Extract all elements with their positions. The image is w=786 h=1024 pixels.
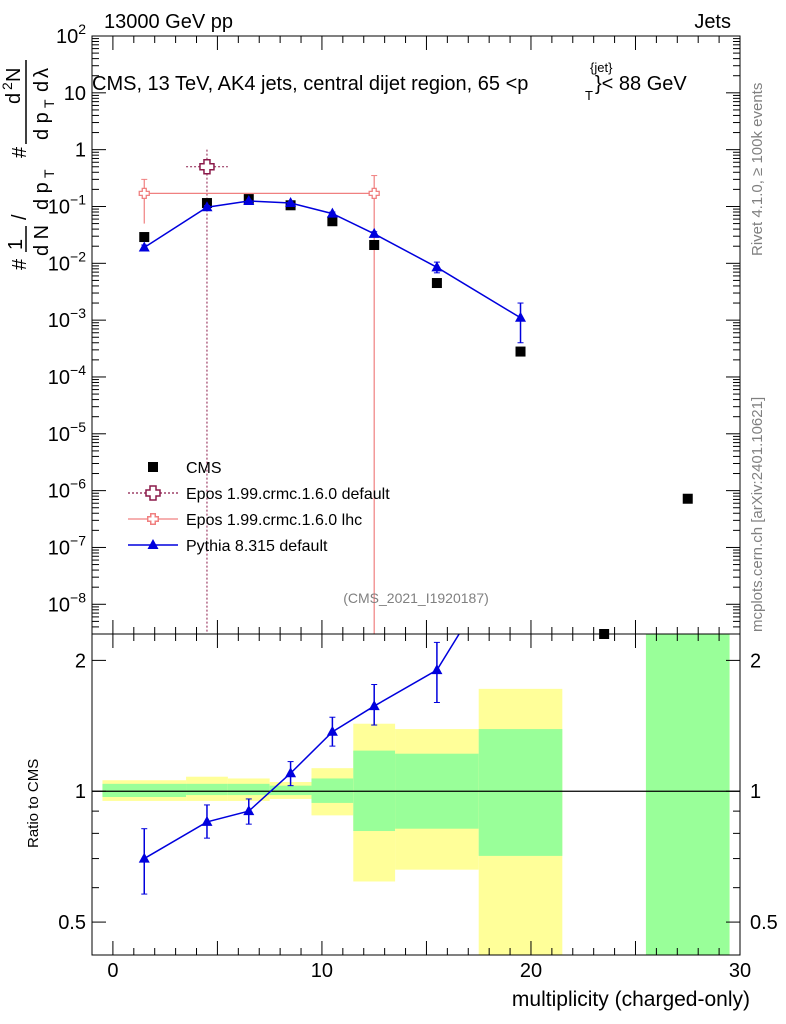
main-y-tick-label: 10−5 [48,419,86,446]
cms-point [369,240,380,251]
main-y-axis-label: # 1 d N / d p T # d p T d λ d 2 N [0,60,57,270]
pythia-point [243,194,255,205]
svg-text:CMS, 13 TeV, AK4 jets, central: CMS, 13 TeV, AK4 jets, central dijet reg… [92,73,528,95]
epos-default-point [199,159,215,175]
main-y-tick-label: 1 [75,140,86,162]
ratio-y-tick-label: 2 [75,650,86,672]
svg-text:T: T [41,99,57,108]
legend-label: Epos 1.99.crmc.1.6.0 lhc [186,512,362,529]
svg-text:d p: d p [31,182,53,210]
svg-text:#: # [9,258,31,270]
pythia-point [285,197,297,208]
main-y-tick-label: 10−2 [48,248,86,275]
ratio-y-tick-label: 1 [75,781,86,803]
legend-marker [147,539,159,549]
legend-marker [147,513,159,525]
legend-label: CMS [186,460,222,477]
ratio-pythia-point [368,700,380,711]
svg-text:1: 1 [5,239,27,250]
ratio-band-green [269,785,312,796]
ratio-pythia-point [431,664,443,675]
pythia-line [143,200,521,319]
ratio-y-tick-label: 0.5 [58,912,86,934]
ratio-content [92,528,740,955]
ratio-y-tick-label-right: 1 [750,781,761,803]
legend-label: Pythia 8.315 default [186,538,328,555]
epos-lhc-point [368,187,380,200]
pythia-point [368,227,380,238]
cms-point [431,278,442,289]
rivet-version: Rivet 4.1.0, ≥ 100k events [749,83,766,256]
ratio-y-axis-label: Ratio to CMS [25,759,42,848]
pythia-point [201,201,213,212]
svg-text:/: / [9,214,31,220]
ratio-pythia-point [326,725,338,736]
legend: CMS Epos 1.99.crmc.1.6.0 default Epos 1.99… [128,460,390,555]
analysis-id: (CMS_2021_I1920187) [343,590,489,606]
legend-entry: Epos 1.99.crmc.1.6.0 default [128,485,390,503]
epos-lhc-point [138,187,150,200]
svg-text:N: N [3,68,25,82]
svg-text:#: # [9,146,31,158]
main-y-tick-label: 10 [64,83,86,105]
x-tick-label: 20 [520,960,542,982]
pythia-point [431,261,443,272]
main-y-tick-label: 10−8 [48,589,86,616]
ratio-panel: 0.5 0.51 12 20 10 20 30 [58,528,778,982]
ratio-y-tick-label-right: 2 [750,650,761,672]
main-y-tick-label: 10−7 [48,532,86,559]
svg-text:λ: λ [31,68,53,78]
pythia-point [138,241,150,252]
ratio-pythia-point [138,852,150,863]
svg-text:T: T [41,169,57,178]
legend-entry: CMS [148,460,222,477]
ratio-pythia-point [285,767,297,778]
legend-label: Epos 1.99.crmc.1.6.0 default [186,486,390,503]
legend-entry: Pythia 8.315 default [128,538,328,555]
main-y-tick-label: 10−6 [48,476,86,503]
pythia-point [326,207,338,218]
x-tick-label: 0 [107,960,118,982]
legend-entry: Epos 1.99.crmc.1.6.0 lhc [128,512,362,529]
pythia-point [515,311,527,322]
cms-point [327,216,338,227]
ratio-band-green [227,783,270,796]
category-label: Jets [694,11,731,33]
svg-text:T: T [585,88,593,103]
svg-text:d N: d N [31,225,53,256]
legend-marker [148,462,158,472]
ratio-band-green [645,634,730,955]
ratio-pythia-point [201,815,213,826]
main-y-tick-label: 102 [56,21,86,48]
ratio-pythia-line [143,634,460,860]
plot-title: CMS, 13 TeV, AK4 jets, central dijet reg… [92,60,687,103]
svg-text:}< 88 GeV: }< 88 GeV [595,73,687,95]
ratio-band-green [186,783,228,796]
main-panel: 10−8 10−7 10−6 10−5 10−4 10−3 10−2 10−1 1 10 102 [48,21,741,639]
x-tick-label: 10 [311,960,333,982]
legend-marker [145,485,161,501]
svg-text:d: d [3,93,25,104]
ratio-y-tick-label-right: 0.5 [750,912,778,934]
cms-point [139,232,150,243]
x-axis-label: multiplicity (charged-only) [512,988,750,1011]
cms-point [682,493,693,504]
svg-text:2: 2 [0,82,15,90]
cms-point [515,346,526,357]
ratio-pythia-point [515,528,526,538]
main-y-tick-label: 10−1 [48,191,86,218]
mcplots-credit: mcplots.cern.ch [arXiv:2401.10621] [749,397,766,632]
main-y-tick-label: 10−4 [48,362,86,389]
x-tick-label: 30 [729,960,751,982]
svg-text:d p: d p [31,112,53,140]
svg-text:{jet}: {jet} [590,60,613,75]
ratio-frame [91,633,741,956]
svg-text:d: d [31,81,53,92]
ratio-pythia-point [243,805,255,816]
ratio-band-green [102,783,187,797]
main-y-tick-label: 10−3 [48,305,86,332]
energy-label: 13000 GeV pp [104,11,233,33]
ratio-band-green [478,729,563,856]
